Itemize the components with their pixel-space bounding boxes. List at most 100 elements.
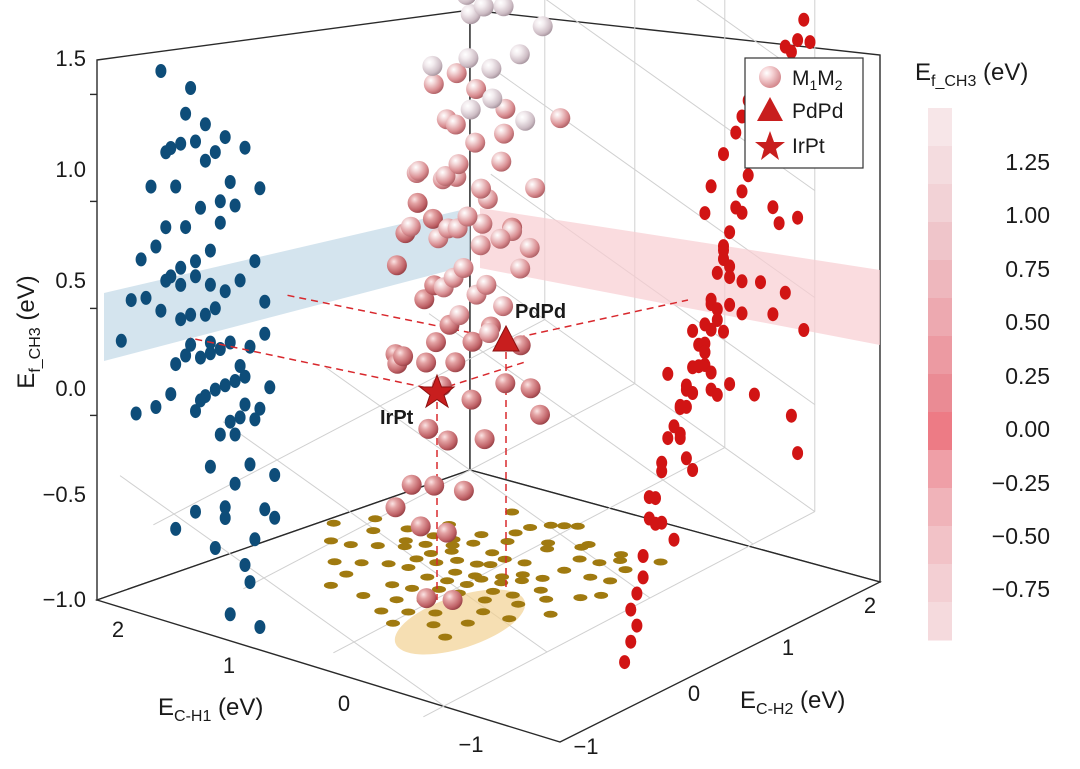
- colorbar-title-main: E: [915, 59, 931, 86]
- yz-projection-dot: [792, 33, 804, 48]
- yz-projection-dot: [779, 39, 791, 54]
- colorbar-band: [928, 222, 952, 261]
- xy-projection-dot: [370, 542, 385, 550]
- xy-projection-dot: [323, 581, 338, 589]
- yz-projection-dot: [637, 570, 649, 585]
- xy-projection-dot: [381, 560, 396, 568]
- y-tick-label: 1: [782, 635, 794, 660]
- data-sphere: [408, 160, 429, 181]
- xy-projection-dot: [432, 585, 446, 593]
- yz-projection-dot: [643, 490, 655, 505]
- xy-projection-dot: [557, 522, 572, 530]
- xz-projection-dot: [264, 380, 276, 395]
- xz-projection-dot: [199, 307, 211, 322]
- xy-projection-dot: [515, 571, 530, 579]
- data-sphere: [414, 289, 435, 310]
- xz-projection-dot: [209, 301, 221, 316]
- colorbar-tick-label: 0.50: [1005, 309, 1050, 335]
- y-axis-title-main: E: [740, 687, 756, 714]
- xy-projection-dot: [440, 577, 455, 585]
- xy-projection-dot: [573, 594, 588, 602]
- xz-projection-dot: [155, 303, 167, 318]
- colorbar-band: [928, 602, 952, 641]
- xy-projection-dot: [405, 584, 419, 592]
- x-axis-title-main: E: [158, 694, 174, 721]
- xy-projection-dot: [495, 573, 510, 581]
- data-sphere: [400, 216, 421, 237]
- xy-projection-dot: [494, 579, 509, 587]
- yz-projection-dot: [705, 365, 717, 380]
- xy-projection-dot: [397, 543, 412, 551]
- z-tick-label: −1.0: [43, 587, 86, 612]
- yz-projection-dot: [718, 147, 729, 162]
- legend-m1m2-sub2: 2: [835, 77, 843, 93]
- xz-projection-dot: [170, 357, 182, 372]
- xz-projection-dot: [254, 181, 266, 196]
- xy-projection-dot: [343, 541, 358, 549]
- xz-projection-dot: [170, 521, 182, 536]
- yz-projection-dot: [687, 386, 699, 400]
- xz-projection-dot: [135, 252, 147, 267]
- yz-projection-dot: [724, 259, 736, 274]
- data-sphere: [495, 373, 516, 394]
- xz-projection-dot: [224, 607, 236, 622]
- xz-projection-dot: [209, 382, 221, 397]
- xz-projection-dot: [199, 117, 211, 132]
- legend-triangle-icon: [757, 97, 783, 121]
- data-sphere: [493, 296, 514, 317]
- data-sphere: [410, 516, 431, 537]
- yz-projection-dot: [785, 408, 797, 423]
- xy-projection-dot: [354, 559, 369, 567]
- xz-projection-dot: [254, 620, 266, 634]
- y-tick-label: 0: [688, 681, 700, 706]
- blue-band-xz: [104, 208, 470, 361]
- xy-projection-dot: [409, 555, 424, 563]
- yz-projection-dot: [792, 210, 804, 225]
- data-sphere: [472, 213, 493, 234]
- data-sphere: [465, 132, 486, 153]
- xy-projection-dot: [574, 543, 589, 551]
- xz-projection-dot: [204, 277, 216, 292]
- data-sphere: [401, 474, 422, 495]
- xz-projection-dot: [170, 179, 182, 194]
- yz-projection-dot: [705, 322, 717, 337]
- xz-projection-dot: [249, 254, 261, 269]
- data-sphere: [532, 16, 553, 37]
- xz-projection-dot: [190, 504, 201, 519]
- x-axis-labels: 2 1 0 −1: [112, 617, 484, 757]
- z-tick-label: −0.5: [43, 482, 86, 507]
- xz-projection-dot: [219, 500, 231, 515]
- xy-projection-dot: [476, 608, 491, 616]
- xy-projection-dot: [418, 540, 433, 548]
- data-sphere: [422, 208, 443, 229]
- data-sphere: [416, 352, 437, 373]
- yz-projection-dot: [748, 387, 760, 402]
- x-tick-label: 0: [338, 691, 350, 716]
- y-axis-title-unit: (eV): [793, 687, 845, 714]
- yz-projection-dot: [687, 323, 699, 338]
- xz-projection-dot: [224, 335, 236, 350]
- data-sphere: [519, 237, 540, 258]
- sphere-points: [385, 0, 571, 610]
- xz-projection-dot: [195, 393, 206, 408]
- xy-projection-dot: [523, 524, 538, 531]
- xz-projection-dot: [234, 273, 246, 288]
- yz-projection-dot: [755, 275, 766, 290]
- data-sphere: [525, 178, 546, 198]
- highlight-markers: PdPd IrPt: [380, 301, 566, 429]
- yz-projection-dot: [699, 206, 711, 221]
- xz-projection-dot: [130, 406, 142, 421]
- data-sphere: [460, 99, 481, 120]
- yz-projection-dot: [711, 387, 723, 402]
- colorbar-title: Ef_CH3 (eV): [915, 59, 1028, 90]
- colorbar-tick-label: −0.25: [992, 470, 1050, 496]
- xy-projection-dot: [366, 527, 381, 535]
- xz-projection-dot: [219, 284, 231, 299]
- colorbar-band: [928, 298, 952, 337]
- xz-projection-dot: [190, 254, 201, 269]
- data-sphere: [494, 123, 514, 144]
- y-axis-labels: −1 0 1 2: [573, 593, 876, 759]
- yz-projection-dot: [662, 366, 674, 381]
- colorbar-band: [928, 450, 952, 489]
- y-tick-label: 2: [864, 593, 876, 618]
